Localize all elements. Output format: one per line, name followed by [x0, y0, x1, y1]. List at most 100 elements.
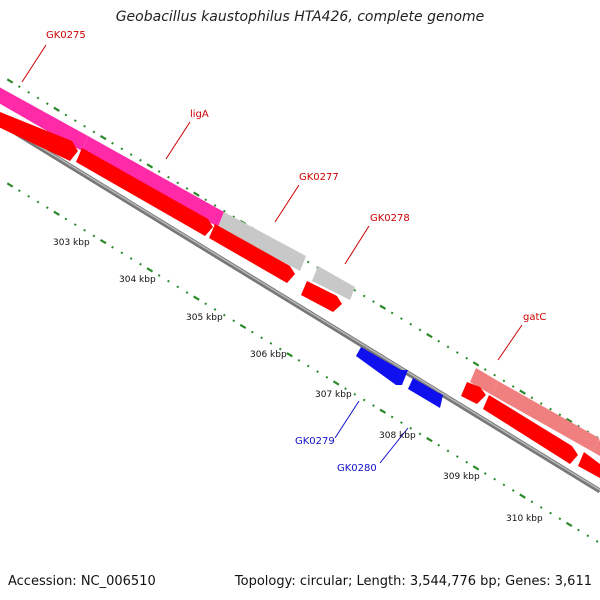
- cds-arrow-liga: [76, 148, 213, 236]
- tick-mark-inner: [372, 404, 375, 408]
- tick-mark-inner: [129, 257, 133, 260]
- tick-mark-inner: [239, 323, 247, 330]
- tick-mark-inner: [64, 217, 68, 221]
- tick-mark-outer: [446, 345, 450, 349]
- tick-mark-inner: [549, 511, 552, 515]
- genome-backbone: [0, 120, 600, 494]
- gene-label-gk0278: GK0278: [370, 213, 410, 224]
- tick-mark-inner: [353, 392, 357, 396]
- tick-mark-inner: [232, 319, 236, 323]
- tick-mark-inner: [157, 274, 161, 277]
- tick-mark-inner: [586, 534, 590, 538]
- tick-mark-outer: [213, 204, 217, 207]
- tick-mark-inner: [565, 521, 573, 528]
- tick-mark-outer: [519, 389, 526, 395]
- tick-mark-inner: [120, 251, 124, 255]
- accession-label: Accession: NC_006510: [8, 574, 156, 589]
- tick-mark-outer: [558, 413, 562, 417]
- scale-label-306: 306 kbp: [250, 350, 287, 360]
- tick-mark-inner: [167, 279, 170, 283]
- leader-gk0277: [274, 184, 300, 223]
- tick-mark-outer: [409, 322, 413, 326]
- scale-label-308: 308 kbp: [379, 431, 416, 441]
- tick-mark-outer: [511, 385, 515, 388]
- tick-mark-outer: [27, 90, 31, 94]
- scale-label-310: 310 kbp: [506, 514, 543, 524]
- tick-mark-outer: [372, 300, 375, 304]
- tick-mark-inner: [286, 352, 293, 358]
- tick-mark-inner: [17, 189, 21, 193]
- tick-mark-inner: [483, 472, 487, 475]
- tick-mark-outer: [6, 78, 14, 84]
- tick-mark-inner: [53, 210, 60, 216]
- tick-mark-outer: [353, 288, 357, 292]
- tick-mark-outer: [73, 119, 77, 122]
- tick-mark-outer: [232, 215, 236, 219]
- tick-mark-inner: [83, 228, 86, 232]
- tick-mark-outer: [139, 158, 142, 162]
- gene-bar-gk0278: [312, 266, 355, 300]
- tick-mark-inner: [426, 436, 433, 443]
- tick-mark-inner: [99, 238, 107, 245]
- gene-bar-liga: [82, 136, 224, 227]
- tick-mark-inner: [306, 364, 310, 368]
- cds-arrow-gatc: [461, 382, 486, 404]
- tick-mark-inner: [6, 182, 14, 188]
- leader-gk0278: [344, 225, 370, 265]
- tick-mark-outer: [493, 373, 496, 377]
- tick-mark-outer: [45, 102, 49, 106]
- tick-mark-outer: [465, 356, 469, 360]
- tick-mark-inner: [297, 358, 301, 362]
- tick-mark-outer: [530, 396, 534, 400]
- tick-mark-outer: [83, 124, 86, 128]
- tick-mark-outer: [222, 209, 226, 213]
- scale-label-309: 309 kbp: [443, 472, 480, 482]
- tick-mark-outer: [426, 332, 433, 339]
- tick-mark-outer: [400, 317, 403, 320]
- gene-label-gk0277: GK0277: [299, 172, 339, 183]
- tick-mark-outer: [176, 181, 180, 185]
- tick-mark-outer: [185, 187, 189, 190]
- tick-mark-inner: [204, 302, 208, 306]
- tick-mark-outer: [53, 106, 60, 112]
- tick-mark-inner: [325, 375, 329, 379]
- tick-mark-outer: [455, 351, 459, 354]
- tick-mark-inner: [558, 517, 562, 521]
- tick-mark-inner: [577, 528, 580, 532]
- tick-mark-inner: [519, 493, 526, 499]
- tick-mark-outer: [577, 424, 580, 428]
- tick-mark-outer: [472, 361, 480, 367]
- genome-backbone-highlight: [0, 121, 600, 491]
- scale-label-303: 303 kbp: [53, 238, 90, 248]
- tick-mark-inner: [502, 483, 506, 487]
- tick-mark-inner: [493, 477, 496, 481]
- leader-gk0275: [21, 44, 47, 83]
- cds-arrow-next: [578, 452, 600, 478]
- tick-mark-inner: [390, 415, 394, 419]
- tick-mark-outer: [306, 260, 310, 264]
- tick-mark-outer: [146, 163, 154, 169]
- tick-mark-inner: [465, 460, 469, 464]
- tick-mark-outer: [167, 175, 170, 179]
- tick-mark-inner: [530, 500, 534, 504]
- gene-label-gk0275: GK0275: [46, 30, 86, 41]
- gene-label-liga: ligA: [190, 109, 209, 120]
- tick-mark-outer: [129, 153, 133, 156]
- tick-mark-inner: [472, 465, 480, 471]
- tick-mark-inner: [344, 387, 347, 391]
- tick-mark-inner: [27, 194, 31, 198]
- tick-mark-inner: [213, 308, 217, 311]
- leader-gatc: [497, 324, 523, 361]
- tick-mark-inner: [250, 330, 254, 334]
- tick-mark-inner: [595, 540, 599, 543]
- tick-mark-outer: [437, 339, 441, 343]
- tick-mark-inner: [222, 313, 226, 317]
- scale-label-304: 304 kbp: [119, 275, 156, 285]
- tick-mark-outer: [362, 294, 366, 298]
- tick-mark-inner: [146, 267, 154, 273]
- tick-mark-outer: [549, 407, 552, 411]
- gene-bar-gk0277: [218, 212, 306, 271]
- tick-mark-inner: [92, 234, 96, 238]
- tick-mark-outer: [111, 141, 114, 145]
- tick-mark-inner: [362, 398, 366, 402]
